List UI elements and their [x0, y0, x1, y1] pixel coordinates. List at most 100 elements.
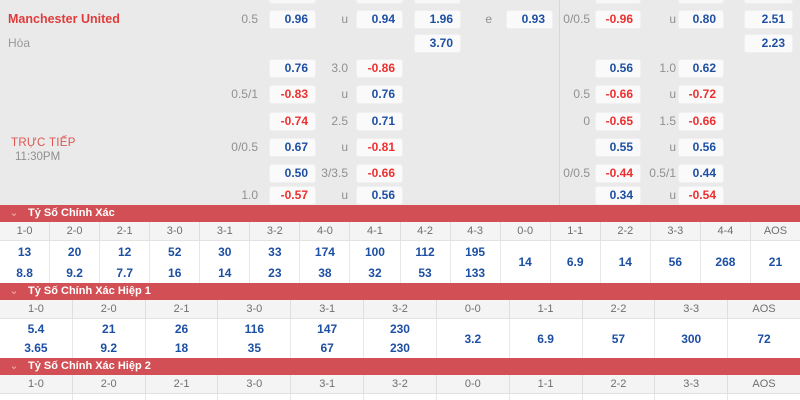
score-odds-value[interactable]: 67 [320, 341, 334, 356]
score-odds-value[interactable]: 6.9 [537, 331, 554, 346]
score-odds-value[interactable]: 33 [268, 244, 282, 259]
score-odds-value[interactable]: 53 [418, 265, 432, 280]
score-odds-cell[interactable]: 100 32 [350, 241, 401, 283]
score-odds-cell[interactable]: 195 133 [451, 241, 501, 283]
score-odds-cell[interactable]: 20 9.2 [50, 241, 101, 283]
score-odds-cell[interactable]: 300 [655, 319, 729, 358]
odds-box[interactable]: -0.74 [269, 112, 316, 131]
score-odds-value[interactable]: 116 [244, 321, 265, 336]
odds-box[interactable]: 0.50 [269, 164, 316, 183]
odds-box[interactable]: -0.44 [595, 164, 641, 183]
score-odds-cell[interactable]: 12 7.7 [100, 241, 151, 283]
score-odds-value[interactable]: 5.4 [27, 321, 45, 336]
score-odds-cell[interactable]: 116 35 [218, 319, 292, 358]
odds-box[interactable]: 0.56 [356, 186, 403, 205]
odds-box[interactable]: 0.55 [595, 138, 641, 157]
score-odds-cell[interactable]: 13 8.8 [0, 241, 51, 283]
score-odds-value[interactable]: 20 [67, 244, 82, 259]
odds-box[interactable]: 0.71 [356, 112, 403, 131]
odds-box[interactable]: 0.34 [595, 186, 641, 205]
score-odds-value[interactable]: 16 [168, 265, 182, 280]
score-odds-value[interactable]: 3.65 [24, 341, 48, 356]
score-odds-value[interactable]: 56 [668, 255, 683, 269]
score-odds-value[interactable]: 14 [218, 265, 232, 280]
score-odds-cell[interactable]: 230 230 [364, 319, 437, 358]
score-odds-value[interactable]: 147 [317, 321, 338, 336]
odds-box[interactable]: 0.94 [356, 10, 403, 29]
score-odds-cell[interactable]: 5.4 3.65 [0, 319, 73, 358]
score-odds-value[interactable]: 30 [218, 244, 232, 259]
score-odds-value[interactable]: 57 [611, 331, 626, 346]
odds-box[interactable]: -0.83 [269, 85, 316, 104]
section-header-bar[interactable]: ⌄ Tỷ Số Chính Xác Hiệp 1 [0, 283, 800, 300]
score-odds-value[interactable]: 14 [618, 255, 632, 269]
score-odds-value[interactable]: 12 [117, 244, 132, 259]
score-odds-cell[interactable]: 174 38 [300, 241, 351, 283]
score-odds-value[interactable]: 300 [681, 331, 702, 346]
odds-box[interactable]: -0.66 [356, 164, 403, 183]
score-odds-cell[interactable]: 14 [601, 241, 651, 283]
score-odds-value[interactable]: 230 [389, 341, 410, 356]
score-odds-cell[interactable]: 14 [501, 241, 551, 283]
odds-box[interactable]: 0.44 [678, 164, 724, 183]
score-odds-cell[interactable]: 33 23 [250, 241, 301, 283]
odds-box[interactable]: 0.96 [269, 10, 316, 29]
score-odds-cell[interactable]: 26 18 [146, 319, 219, 358]
odds-box[interactable]: -0.86 [356, 59, 403, 78]
odds-box[interactable]: 0.56 [595, 59, 641, 78]
score-odds-value[interactable]: 13 [17, 244, 32, 259]
odds-box[interactable]: 0.67 [269, 138, 316, 157]
score-odds-value[interactable]: 35 [247, 341, 262, 356]
score-odds-value[interactable]: 230 [389, 321, 410, 336]
odds-box[interactable]: 0.56 [678, 138, 724, 157]
section-header-bar[interactable]: ⌄ Tỷ Số Chính Xác Hiệp 2 [0, 358, 800, 375]
odds-box[interactable]: 1.96 [414, 10, 461, 29]
score-odds-value[interactable]: 8.8 [16, 265, 33, 280]
odds-box[interactable]: 0.76 [356, 85, 403, 104]
score-odds-value[interactable]: 174 [314, 244, 335, 259]
score-odds-cell[interactable]: 30 14 [200, 241, 251, 283]
score-odds-cell[interactable]: 6.9 [551, 241, 601, 283]
odds-box[interactable]: 0.80 [678, 10, 724, 29]
section-header-bar[interactable]: ⌄ Tỷ Số Chính Xác [0, 205, 800, 222]
score-odds-cell[interactable]: 112 53 [401, 241, 451, 283]
score-odds-value[interactable]: 9.2 [66, 265, 83, 280]
score-odds-cell[interactable]: 56 [651, 241, 701, 283]
odds-box[interactable]: 0.62 [678, 59, 724, 78]
score-odds-cell[interactable]: 72 [728, 319, 800, 358]
odds-box[interactable]: -0.81 [356, 138, 403, 157]
score-odds-value[interactable]: 6.9 [566, 255, 584, 269]
score-odds-cell[interactable]: 3.2 [437, 319, 510, 358]
odds-box[interactable]: 0.76 [269, 59, 316, 78]
score-odds-value[interactable]: 268 [715, 255, 736, 269]
score-odds-cell[interactable]: 268 [701, 241, 751, 283]
score-odds-value[interactable]: 23 [268, 265, 282, 280]
odds-box[interactable]: -0.96 [595, 10, 641, 29]
score-odds-value[interactable]: 32 [368, 265, 382, 280]
score-odds-value[interactable]: 9.2 [100, 341, 118, 356]
score-odds-value[interactable]: 14 [518, 255, 532, 269]
score-odds-value[interactable]: 195 [465, 244, 486, 259]
odds-box[interactable]: -0.65 [595, 112, 641, 131]
odds-box[interactable]: -0.66 [678, 112, 724, 131]
odds-box[interactable]: -0.57 [269, 186, 316, 205]
odds-box[interactable]: -0.72 [678, 85, 724, 104]
score-odds-value[interactable]: 133 [465, 265, 486, 280]
score-odds-value[interactable]: 3.2 [464, 331, 482, 346]
score-odds-cell[interactable]: 52 16 [150, 241, 201, 283]
odds-box[interactable]: -0.54 [678, 186, 724, 205]
score-odds-cell[interactable]: 21 [751, 241, 800, 283]
odds-box[interactable]: 0.93 [506, 10, 553, 29]
score-odds-value[interactable]: 21 [768, 255, 783, 269]
score-odds-value[interactable]: 18 [174, 341, 189, 356]
odds-box[interactable]: 3.70 [414, 34, 461, 53]
score-odds-value[interactable]: 52 [168, 244, 182, 259]
odds-box[interactable]: 2.51 [744, 10, 793, 29]
odds-box[interactable]: 2.23 [744, 34, 793, 53]
score-odds-cell[interactable]: 57 [583, 319, 656, 358]
score-odds-cell[interactable]: 6.9 [510, 319, 583, 358]
odds-box[interactable]: -0.66 [595, 85, 641, 104]
score-odds-value[interactable]: 100 [364, 244, 385, 259]
score-odds-value[interactable]: 21 [102, 321, 116, 336]
score-odds-value[interactable]: 7.7 [116, 265, 133, 280]
